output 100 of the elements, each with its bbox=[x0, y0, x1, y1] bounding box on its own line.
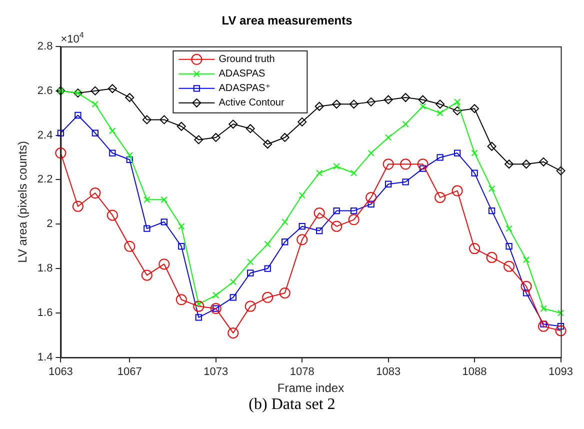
point bbox=[195, 314, 202, 321]
point bbox=[92, 130, 99, 136]
point bbox=[176, 122, 186, 131]
point bbox=[487, 142, 496, 151]
point bbox=[244, 300, 256, 312]
point bbox=[92, 100, 99, 108]
point bbox=[176, 294, 187, 306]
point bbox=[298, 117, 307, 126]
point bbox=[382, 158, 394, 170]
point bbox=[557, 322, 564, 330]
x-tick-label: 1063 bbox=[48, 366, 73, 378]
y-tick-label: 1.4 bbox=[37, 351, 53, 364]
y-tick-label: 2.6 bbox=[37, 84, 53, 97]
x-tick-label: 1078 bbox=[290, 366, 314, 378]
point bbox=[246, 124, 255, 134]
y-tick-label: 2.8 bbox=[37, 40, 53, 52]
point bbox=[538, 320, 550, 332]
point bbox=[366, 192, 377, 203]
point bbox=[434, 192, 446, 203]
point bbox=[230, 278, 236, 286]
y-axis-title: LV area (pixels counts) bbox=[16, 140, 30, 263]
point bbox=[333, 163, 340, 170]
point bbox=[316, 170, 323, 176]
point bbox=[350, 170, 358, 176]
point bbox=[436, 100, 445, 109]
point bbox=[108, 84, 117, 94]
point bbox=[74, 112, 82, 119]
point bbox=[539, 157, 548, 166]
point bbox=[194, 135, 204, 144]
point bbox=[228, 120, 238, 129]
point bbox=[522, 256, 530, 263]
point bbox=[230, 294, 236, 301]
y-tick-label: 2.4 bbox=[37, 129, 53, 142]
text: (b) Data set 2 bbox=[248, 396, 336, 414]
y-tick-label: 2 bbox=[46, 218, 53, 230]
y-tick-label: 2.2 bbox=[37, 174, 53, 186]
point bbox=[368, 150, 374, 156]
x-tick-label: 1067 bbox=[117, 366, 142, 378]
point bbox=[141, 270, 152, 281]
x-axis-title: Frame index bbox=[277, 381, 344, 396]
point bbox=[332, 100, 342, 109]
point bbox=[264, 240, 271, 248]
point bbox=[331, 220, 342, 232]
point bbox=[125, 92, 134, 102]
point bbox=[160, 196, 168, 204]
point bbox=[486, 252, 498, 263]
point bbox=[126, 156, 133, 164]
point bbox=[488, 185, 496, 192]
point bbox=[454, 98, 461, 106]
x-tick-label: 1073 bbox=[204, 366, 228, 378]
x-tick-label: 1083 bbox=[376, 366, 401, 378]
point bbox=[280, 132, 290, 142]
point bbox=[316, 227, 323, 234]
y-tick-label: 1.6 bbox=[37, 307, 53, 320]
point bbox=[469, 243, 480, 254]
point bbox=[349, 100, 358, 109]
point bbox=[366, 97, 376, 106]
x-tick-label: 1093 bbox=[548, 366, 574, 378]
point bbox=[160, 115, 169, 124]
x-tick-label: 1088 bbox=[462, 366, 487, 378]
point bbox=[454, 150, 461, 156]
chart-title: LV area measurements bbox=[222, 14, 353, 28]
point bbox=[436, 110, 444, 116]
point bbox=[212, 292, 220, 299]
point bbox=[57, 130, 64, 136]
point bbox=[470, 104, 480, 114]
point bbox=[522, 290, 530, 296]
point bbox=[247, 270, 254, 276]
point bbox=[504, 160, 514, 169]
point bbox=[333, 207, 340, 214]
point bbox=[506, 243, 512, 250]
point bbox=[522, 160, 531, 169]
point bbox=[488, 207, 496, 214]
point bbox=[348, 214, 360, 226]
point bbox=[126, 152, 133, 159]
legend-label: ADASPAS⁺ bbox=[218, 83, 270, 94]
point bbox=[298, 192, 306, 199]
point bbox=[540, 305, 547, 312]
point bbox=[419, 103, 426, 110]
point bbox=[384, 95, 393, 104]
point bbox=[436, 154, 444, 161]
point bbox=[314, 208, 325, 219]
point bbox=[384, 134, 392, 141]
point bbox=[55, 148, 66, 159]
point bbox=[264, 265, 271, 272]
point bbox=[520, 280, 532, 292]
point bbox=[504, 260, 515, 272]
point bbox=[247, 258, 254, 266]
point bbox=[106, 210, 118, 221]
legend-label: Active Contour bbox=[218, 98, 285, 109]
point bbox=[368, 200, 374, 208]
point bbox=[506, 225, 512, 232]
point bbox=[160, 218, 168, 226]
point bbox=[124, 240, 136, 252]
point bbox=[193, 300, 204, 312]
point bbox=[211, 132, 220, 142]
legend-label: Ground truth bbox=[218, 54, 275, 66]
point bbox=[90, 86, 100, 96]
point bbox=[279, 287, 290, 298]
y-tick-label: 1.8 bbox=[37, 262, 53, 275]
